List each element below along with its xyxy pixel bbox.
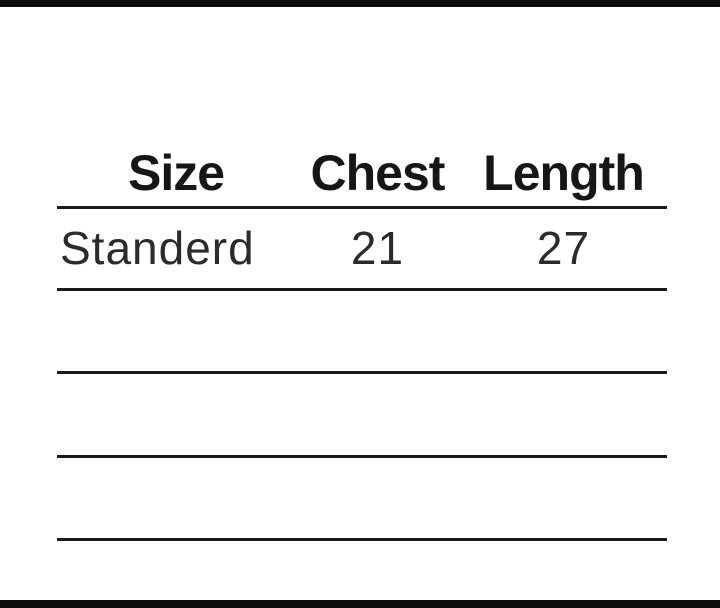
table-rule — [57, 371, 667, 374]
cell-size-value: Standerd — [60, 222, 255, 274]
cell-length-value: 27 — [536, 222, 591, 274]
table-rule — [57, 455, 667, 458]
cell-chest-value: 21 — [350, 222, 405, 274]
table-rule — [57, 288, 667, 291]
column-header-chest: Chest — [310, 145, 446, 201]
top-frame-bar — [0, 0, 720, 7]
column-header-size: Size — [127, 145, 225, 201]
table-header-row: Size Chest Length — [57, 142, 667, 204]
bottom-frame-bar — [0, 600, 720, 608]
table-rule — [57, 538, 667, 541]
column-header-length: Length — [483, 145, 645, 201]
table-row: Standerd 21 27 — [57, 209, 667, 288]
table-rule — [57, 206, 667, 209]
